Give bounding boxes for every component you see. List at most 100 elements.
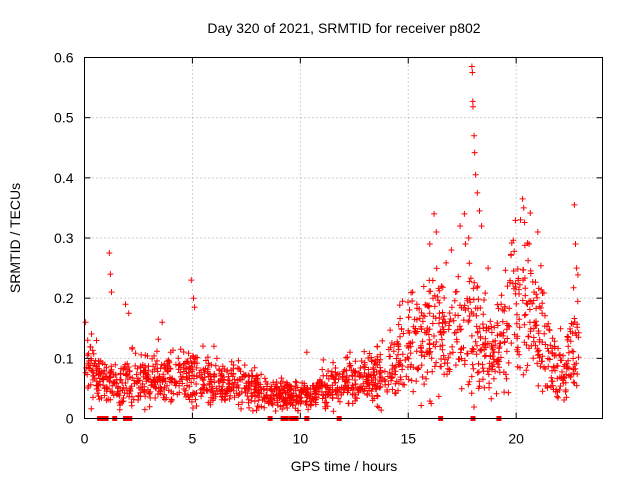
data-point <box>346 363 353 370</box>
data-point <box>360 363 367 370</box>
data-point <box>512 217 519 224</box>
data-point <box>144 353 151 359</box>
data-point <box>146 403 153 410</box>
data-point <box>233 390 240 397</box>
data-point <box>420 312 427 319</box>
data-point <box>439 336 445 343</box>
data-point <box>331 376 338 383</box>
data-point <box>501 338 508 345</box>
data-point <box>351 391 358 398</box>
data-point <box>480 376 486 383</box>
data-point <box>128 399 135 406</box>
data-point <box>85 360 92 367</box>
data-point <box>410 364 417 371</box>
data-point <box>293 399 300 406</box>
points-layer <box>82 63 582 421</box>
data-point <box>426 351 433 357</box>
data-point <box>548 378 555 385</box>
data-point <box>332 375 339 382</box>
data-point <box>496 345 503 352</box>
data-point <box>339 374 346 381</box>
data-point <box>122 380 129 386</box>
data-point <box>104 376 111 383</box>
data-point <box>466 313 473 319</box>
data-point <box>175 355 182 362</box>
data-point <box>123 385 130 392</box>
data-point <box>254 375 261 382</box>
data-point <box>365 366 372 373</box>
data-point <box>272 408 279 414</box>
data-point <box>436 287 443 294</box>
data-point <box>100 382 107 389</box>
data-point <box>443 259 450 266</box>
data-point <box>535 328 542 334</box>
data-point <box>157 365 164 372</box>
data-point <box>124 376 131 383</box>
data-point <box>352 358 359 365</box>
data-point <box>129 344 136 351</box>
data-point <box>141 406 148 413</box>
data-point <box>135 392 142 399</box>
data-point <box>154 348 160 355</box>
peak-point <box>457 223 464 229</box>
data-point <box>539 310 546 317</box>
data-point <box>423 329 430 336</box>
data-point <box>574 271 581 278</box>
data-point <box>454 326 461 333</box>
data-point <box>496 364 502 371</box>
data-point <box>564 363 571 370</box>
data-point <box>207 371 213 378</box>
data-point <box>410 323 417 330</box>
peak-point <box>413 301 420 308</box>
data-point <box>573 332 580 339</box>
data-point <box>212 391 219 398</box>
data-point <box>194 360 201 367</box>
data-point <box>510 268 517 274</box>
peak-point <box>448 247 455 253</box>
data-point <box>562 388 569 395</box>
data-point <box>280 378 286 385</box>
data-point <box>421 353 428 360</box>
data-point <box>490 356 497 363</box>
data-point <box>238 405 244 412</box>
data-point <box>552 388 559 395</box>
data-point <box>146 391 153 397</box>
data-point <box>400 330 407 337</box>
data-point <box>238 388 245 395</box>
data-point <box>460 317 467 324</box>
data-point <box>193 381 200 387</box>
data-point <box>210 395 217 402</box>
data-point <box>148 382 155 389</box>
data-point <box>216 377 223 384</box>
data-point <box>406 307 413 313</box>
data-point <box>560 373 567 380</box>
data-point <box>89 347 96 354</box>
data-point <box>85 350 92 357</box>
data-point <box>433 265 440 272</box>
data-point <box>139 361 146 368</box>
peak-point <box>474 189 481 196</box>
data-point <box>231 394 238 401</box>
data-point <box>426 288 433 295</box>
data-point <box>522 311 529 318</box>
data-point <box>293 393 299 400</box>
data-point <box>110 392 117 399</box>
peak-point <box>167 349 174 356</box>
data-point <box>385 346 392 353</box>
data-point <box>436 299 443 306</box>
data-point <box>230 370 237 377</box>
peak-point <box>190 295 197 302</box>
data-point <box>486 380 493 387</box>
peak-point <box>462 241 469 247</box>
data-point <box>272 381 279 388</box>
data-point <box>550 363 557 370</box>
data-point <box>416 315 423 322</box>
data-point <box>517 364 523 371</box>
data-point <box>185 350 192 357</box>
data-point <box>185 369 192 376</box>
data-point <box>230 384 237 391</box>
x-tick-label: 20 <box>508 431 524 447</box>
data-point <box>136 377 143 384</box>
data-point <box>262 378 269 385</box>
data-point <box>189 368 195 375</box>
